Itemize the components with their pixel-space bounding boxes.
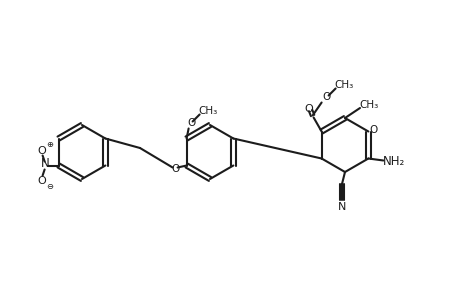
- Text: O: O: [369, 124, 377, 134]
- Text: CH₃: CH₃: [197, 106, 217, 116]
- Text: NH₂: NH₂: [382, 155, 405, 168]
- Text: O: O: [37, 176, 46, 185]
- Text: O: O: [322, 92, 330, 101]
- Text: O: O: [187, 118, 196, 128]
- Text: O: O: [303, 103, 312, 113]
- Text: N: N: [337, 202, 346, 212]
- Text: ⊕: ⊕: [46, 140, 53, 149]
- Text: O: O: [171, 164, 179, 173]
- Text: CH₃: CH₃: [358, 100, 378, 110]
- Text: CH₃: CH₃: [333, 80, 353, 89]
- Text: ⊖: ⊖: [46, 182, 53, 191]
- Text: O: O: [37, 146, 46, 155]
- Text: N: N: [41, 157, 50, 169]
